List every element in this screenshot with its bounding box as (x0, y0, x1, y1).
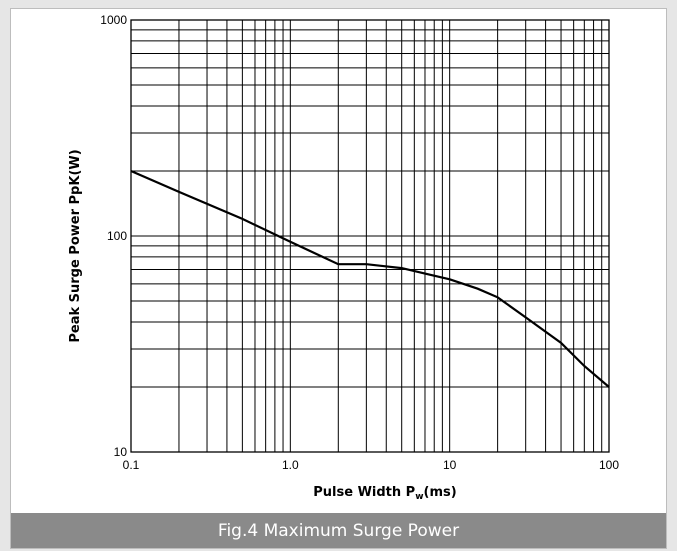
grid-lines (131, 20, 609, 452)
y-tick-label: 100 (107, 229, 127, 243)
y-tick-label: 10 (114, 445, 128, 459)
figure-frame: 0.1 1.0 10 100 10 100 1000 Pulse Width Pw(ms)… (10, 8, 667, 549)
x-tick-label: 10 (443, 458, 457, 472)
x-tick-label: 100 (599, 458, 619, 472)
x-tick-label: 1.0 (282, 458, 299, 472)
y-tick-labels: 10 100 1000 (100, 13, 127, 459)
x-axis-label-subscript: w (415, 492, 423, 502)
x-axis-label: Pulse Width Pw(ms) (313, 485, 456, 502)
x-tick-labels: 0.1 1.0 10 100 (123, 458, 620, 472)
x-axis-label-unit: (ms) (424, 485, 457, 500)
y-axis-label: Peak Surge Power PpK(W) (68, 149, 83, 342)
x-tick-label: 0.1 (123, 458, 140, 472)
x-axis-label-main: Pulse Width P (313, 485, 415, 500)
surge-power-chart: 0.1 1.0 10 100 10 100 1000 Pulse Width Pw(ms)… (68, 13, 620, 502)
plot-area-border (130, 19, 610, 453)
surge-power-curve (130, 169, 610, 388)
figure-caption: Fig.4 Maximum Surge Power (11, 513, 666, 548)
y-tick-label: 1000 (100, 13, 127, 27)
